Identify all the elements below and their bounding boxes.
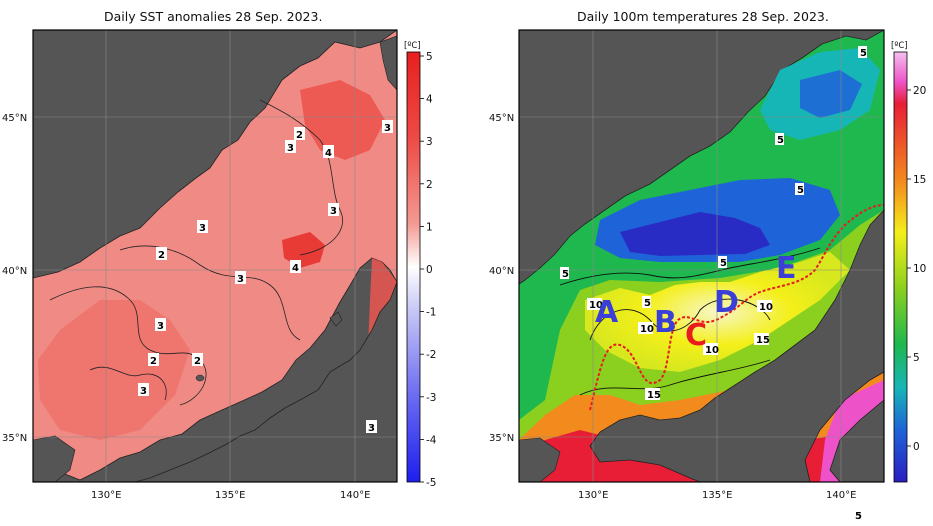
left-contour-label-2: 3 bbox=[287, 143, 294, 154]
left-land-hokkaido-edge bbox=[379, 35, 397, 91]
right-lon-label-135: 135°E bbox=[702, 490, 732, 501]
right-colorbar-unit: [ºC] bbox=[891, 41, 908, 51]
right-colorbar-gradient bbox=[893, 51, 908, 483]
right-deep-cold bbox=[620, 212, 770, 256]
left-lat-label-45: 45°N bbox=[2, 113, 27, 124]
left-contour-label-13: 2 bbox=[194, 356, 201, 367]
left-colorbar-ticks: 5 4 3 2 1 0 -1 -2 -3 -4 -5 bbox=[420, 51, 437, 489]
right-colorbar-tick-label: 15 bbox=[913, 174, 926, 186]
right-contour-label-7: 10 bbox=[589, 300, 603, 311]
right-map: 5 5 5 5 5 5 10 10 10 10 15 15 5 A B C D … bbox=[489, 29, 885, 522]
region-letter-d: D bbox=[714, 285, 739, 320]
right-warm-eddies bbox=[585, 252, 850, 372]
left-lon-label-135: 135°E bbox=[215, 490, 245, 501]
left-contour-labels: 2 3 4 3 3 3 2 4 3 3 3 2 2 3 bbox=[138, 120, 393, 434]
left-sea-warm-patch-east bbox=[282, 232, 325, 268]
left-colorbar-tick-label: -5 bbox=[426, 477, 436, 489]
right-map-title: Daily 100m temperatures 28 Sep. 2023. bbox=[577, 9, 829, 24]
right-contour-label-1: 5 bbox=[860, 48, 867, 59]
left-land-korea bbox=[33, 435, 76, 482]
left-contour-label-1: 2 bbox=[296, 130, 303, 141]
left-land-sado bbox=[329, 311, 343, 327]
left-colorbar-tick-label: 3 bbox=[426, 136, 433, 148]
left-map-frame bbox=[32, 29, 398, 483]
right-contour-label-6: 5 bbox=[644, 298, 651, 309]
left-contour-label-6: 3 bbox=[199, 223, 206, 234]
left-contour-label-14: 3 bbox=[368, 423, 375, 434]
right-contour-1 bbox=[559, 247, 821, 286]
region-letter-e: E bbox=[776, 251, 797, 286]
right-contour-label-4: 5 bbox=[720, 258, 727, 269]
right-colorbar-ticks: 20 15 10 5 0 bbox=[907, 85, 926, 453]
region-letter-c: C bbox=[685, 318, 707, 353]
left-land-japan bbox=[134, 281, 397, 482]
right-contour-label-10: 10 bbox=[705, 345, 719, 356]
left-map: 2 3 4 3 3 3 2 4 3 3 3 2 2 3 45°N 40°N 35… bbox=[2, 29, 398, 501]
left-contour-label-9: 3 bbox=[237, 274, 244, 285]
right-region-letters: A B C D E bbox=[595, 251, 797, 353]
left-contour-4 bbox=[89, 366, 167, 401]
left-colorbar: [ºC] 5 4 3 2 1 0 -1 -2 -3 -4 -5 bbox=[404, 41, 437, 489]
right-axis-labels: 45°N 40°N 35°N 130°E 135°E 140°E bbox=[489, 113, 856, 501]
left-lat-label-40: 40°N bbox=[2, 266, 27, 277]
left-map-title: Daily SST anomalies 28 Sep. 2023. bbox=[104, 9, 323, 24]
right-colorbar-tick-label: 5 bbox=[913, 352, 920, 364]
left-contour-label-10: 3 bbox=[157, 321, 164, 332]
left-colorbar-tick-label: 5 bbox=[426, 51, 433, 63]
left-lat-label-35: 35°N bbox=[2, 433, 27, 444]
right-land-japan bbox=[589, 209, 884, 482]
left-land-ulleung bbox=[195, 374, 205, 382]
right-contour-3 bbox=[579, 359, 771, 396]
right-contour-label-8: 10 bbox=[640, 324, 654, 335]
left-colorbar-tick-label: 4 bbox=[426, 94, 433, 106]
left-contour-label-3: 4 bbox=[325, 148, 332, 159]
left-colorbar-unit: [ºC] bbox=[404, 41, 421, 51]
region-letter-a: A bbox=[595, 295, 619, 330]
left-contour-label-12: 2 bbox=[150, 356, 157, 367]
right-contour-2 bbox=[589, 298, 771, 341]
left-colorbar-tick-label: -2 bbox=[426, 349, 436, 361]
left-contour-label-5: 3 bbox=[330, 206, 337, 217]
left-colorbar-tick-label: -4 bbox=[426, 434, 437, 446]
right-lat-label-35: 35°N bbox=[489, 433, 514, 444]
right-contour-label-5: 5 bbox=[562, 269, 569, 280]
right-contour-label-12: 15 bbox=[647, 390, 661, 401]
left-colorbar-tick-label: 0 bbox=[426, 264, 433, 276]
left-contour-label-8: 4 bbox=[292, 263, 299, 274]
right-north-blue bbox=[800, 70, 862, 118]
right-lat-label-40: 40°N bbox=[489, 266, 514, 277]
right-land-korea bbox=[519, 437, 561, 482]
left-colorbar-tick-label: -3 bbox=[426, 392, 436, 404]
left-axis-labels: 45°N 40°N 35°N 130°E 135°E 140°E bbox=[2, 113, 370, 501]
right-lat-label-45: 45°N bbox=[489, 113, 514, 124]
right-lon-label-140: 140°E bbox=[826, 490, 856, 501]
right-colorbar-tick-label: 0 bbox=[913, 441, 920, 453]
left-lon-label-130: 130°E bbox=[91, 490, 121, 501]
left-colorbar-tick-label: -1 bbox=[426, 307, 436, 319]
right-gridlines bbox=[519, 30, 884, 482]
left-contour-label-7: 2 bbox=[158, 250, 165, 261]
right-colorbar-tick-label: 20 bbox=[913, 85, 926, 97]
left-gridlines bbox=[33, 30, 397, 482]
right-contour-label-11: 15 bbox=[756, 335, 770, 346]
right-lon-label-130: 130°E bbox=[578, 490, 608, 501]
left-colorbar-gradient bbox=[406, 51, 421, 483]
right-contour-label-13: 5 bbox=[855, 511, 862, 522]
left-contour-label-11: 3 bbox=[140, 386, 147, 397]
region-letter-b: B bbox=[654, 305, 677, 340]
right-contour-label-9: 10 bbox=[759, 302, 773, 313]
right-colorbar: [ºC] 20 15 10 5 0 bbox=[891, 41, 926, 483]
right-contour-label-2: 5 bbox=[777, 135, 784, 146]
right-contour-label-3: 5 bbox=[797, 185, 804, 196]
left-sea-warm-patch-north bbox=[300, 80, 385, 160]
right-map-frame bbox=[518, 29, 885, 483]
right-contour-labels: 5 5 5 5 5 5 10 10 10 10 15 15 5 bbox=[560, 46, 867, 522]
left-colorbar-tick-label: 2 bbox=[426, 179, 433, 191]
left-contour-label-4: 3 bbox=[384, 123, 391, 134]
right-colorbar-tick-label: 10 bbox=[913, 263, 926, 275]
left-colorbar-tick-label: 1 bbox=[426, 221, 433, 233]
left-lon-label-140: 140°E bbox=[340, 490, 370, 501]
